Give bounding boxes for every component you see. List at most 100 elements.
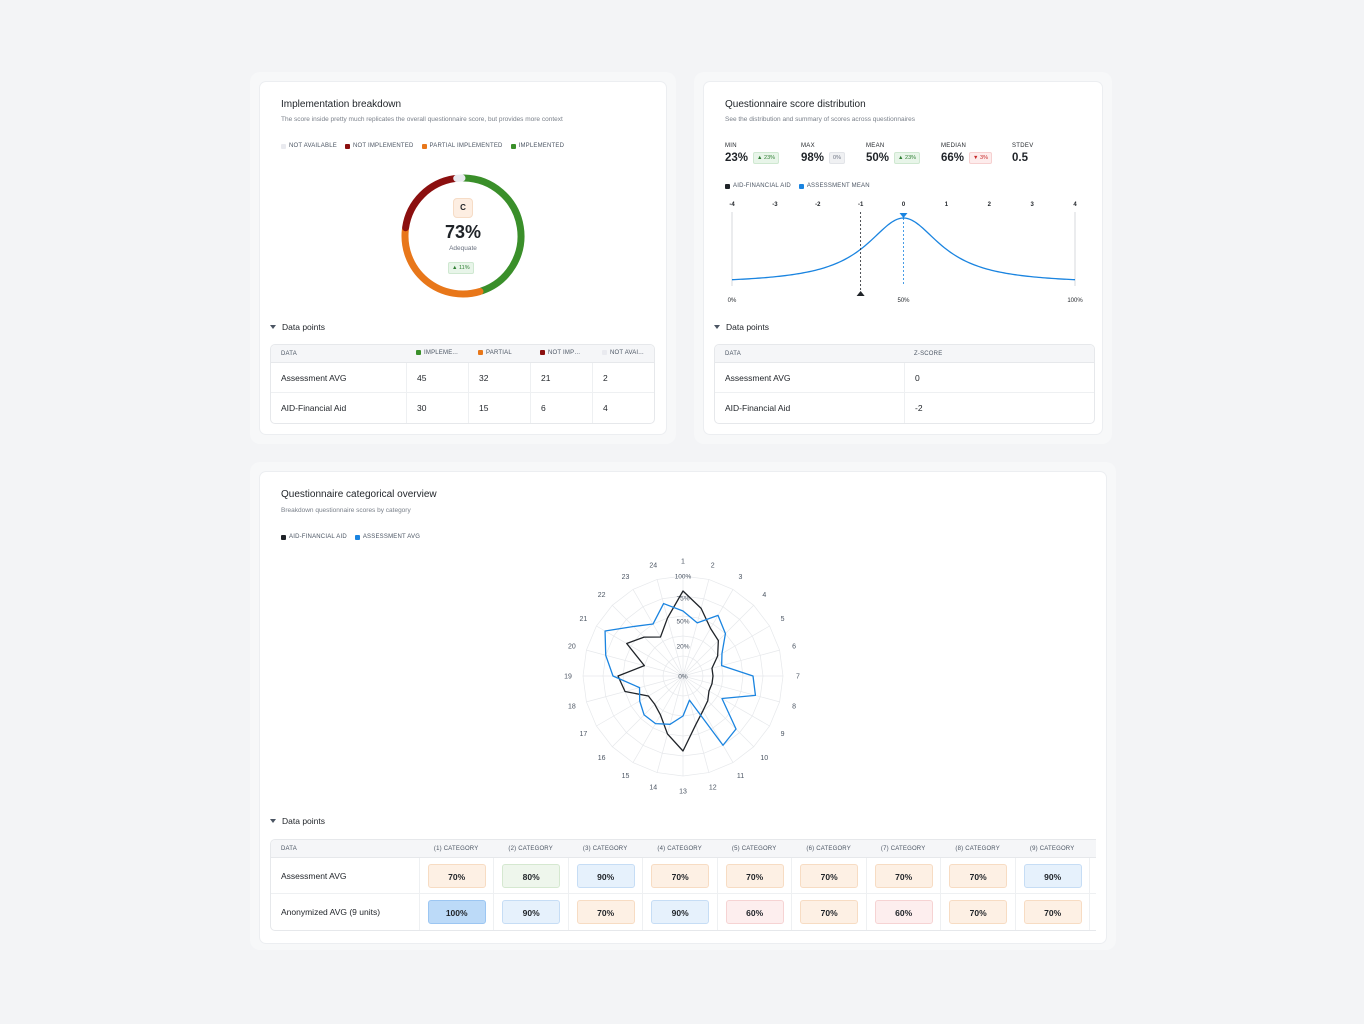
data-points-toggle[interactable]: Data points [270, 322, 325, 332]
radar-axis-label: 21 [580, 616, 588, 623]
z-tick-label: 2 [988, 202, 992, 208]
radar-axis-label: 16 [598, 755, 606, 762]
radar-series-assessment-avg [604, 602, 757, 746]
radar-axis-label: 15 [622, 773, 630, 780]
radar-axis-label: 14 [649, 785, 657, 792]
col-category: (3) CATEGORY [567, 840, 643, 858]
radar-axis-label: 3 [739, 574, 743, 581]
radar-axis-label: 24 [649, 562, 657, 569]
radar-axis-label: 8 [792, 703, 796, 710]
donut-segment-not-implemented [402, 175, 459, 232]
table-row: Assessment AVG 70% 80% 90% 70% 70% 70% 70% 70% 90… [271, 858, 1096, 894]
stat-stdev: STDEV 0.5 [1012, 143, 1034, 164]
table-row: AID-Financial Aid -2 [715, 393, 1094, 423]
percent-tick-label: 0% [728, 298, 737, 304]
category-table: DATA (1) CATEGORY (2) CATEGORY (3) CATEGORY… [270, 839, 1096, 931]
caret-down-icon [270, 819, 276, 823]
score-pill: 60% [874, 900, 933, 924]
radar-axis-label: 22 [598, 592, 606, 599]
radar-axis-label: 1 [681, 559, 685, 566]
score-pill: 90% [651, 900, 710, 924]
data-points-toggle[interactable]: Data points [714, 322, 769, 332]
radar-ring-label: 100% [675, 574, 692, 581]
legend-implemented: IMPLEMENTED [510, 143, 565, 149]
col-category: (10) CATEGORY [1089, 840, 1096, 858]
legend-aid-financial-aid: AID-FINANCIAL AID [281, 534, 347, 540]
stat-max: MAX 98% 0% [801, 143, 845, 164]
radar-axis-label: 2 [711, 562, 715, 569]
radar-axis-label: 18 [568, 703, 576, 710]
legend-not-implemented: NOT IMPLEMENTED [344, 143, 414, 149]
col-data: DATA [715, 345, 904, 363]
z-tick-label: 0 [902, 202, 906, 208]
score-label: Adequate [449, 245, 477, 252]
row-label: Anonymized AVG (9 units) [281, 907, 381, 917]
col-not-implemented: NOT IMPL... [530, 345, 592, 363]
score-pill: 90% [1023, 863, 1082, 888]
card-subtitle: See the distribution and summary of scor… [725, 116, 916, 123]
card-subtitle: Breakdown questionnaire scores by catego… [281, 507, 411, 514]
implementation-breakdown-card: Implementation breakdown The score insid… [260, 82, 666, 434]
breakdown-legend: NOT AVAILABLE NOT IMPLEMENTED PARTIAL IM… [281, 143, 564, 149]
legend-assessment-avg: ASSESSMENT AVG [354, 534, 420, 540]
score-pill: 70% [949, 900, 1008, 924]
radar-grid [582, 575, 784, 777]
stat-min: MIN 23% ▲ 23% [725, 143, 780, 164]
card-title: Questionnaire score distribution [725, 99, 866, 110]
radar-axis-label: 5 [781, 616, 785, 623]
mean-marker-icon [899, 213, 908, 218]
radar-axis-label: 23 [622, 574, 630, 581]
legend-not-available: NOT AVAILABLE [281, 143, 337, 149]
radar-axis-label: 10 [760, 755, 768, 762]
col-category: (4) CATEGORY [642, 840, 717, 858]
breakdown-table: DATA IMPLEME... PARTIAL NOT IMPL... NOT … [270, 344, 655, 424]
radar-axis-label: 6 [792, 644, 796, 651]
score-pill: 70% [1023, 900, 1082, 924]
z-tick-label: -2 [815, 202, 821, 208]
col-category: (2) CATEGORY [493, 840, 568, 858]
row-label: Assessment AVG [271, 858, 419, 894]
percent-tick-label: 50% [897, 298, 910, 304]
col-z-score: Z-SCORE [904, 345, 1094, 363]
distribution-table: DATA Z-SCORE Assessment AVG 0 AID-Financ… [714, 344, 1095, 424]
radar-axis-label: 11 [737, 773, 744, 780]
radar-axis-label: 17 [580, 731, 588, 738]
z-tick-label: -1 [858, 202, 864, 208]
score-pill: 90% [502, 900, 561, 924]
radar-axis-label: 19 [564, 674, 572, 681]
table-row: Anonymized AVG (9 units) 100% 90% 70% 90% 60%… [271, 894, 1096, 930]
donut-segment-partial [401, 226, 484, 298]
col-category: (8) CATEGORY [940, 840, 1015, 858]
score-delta-badge: ▲ 11% [448, 262, 474, 274]
z-tick-label: 4 [1073, 202, 1077, 208]
z-tick-label: 1 [945, 202, 949, 208]
col-category: (1) CATEGORY [418, 840, 494, 858]
score-pill: 70% [651, 863, 710, 888]
score-pill: 70% [874, 863, 933, 888]
card-title: Questionnaire categorical overview [281, 489, 437, 500]
stat-mean: MEAN 50% ▲ 23% [866, 143, 921, 164]
score-pill: 70% [800, 863, 859, 888]
grade-badge: C [453, 198, 473, 218]
radar-axis-label: 13 [679, 789, 687, 796]
overall-score: 73% [444, 222, 482, 242]
donut-segment-implemented [460, 174, 525, 295]
stat-median: MEDIAN 66% ▼ 3% [941, 143, 992, 164]
col-category: (6) CATEGORY [791, 840, 866, 858]
category-radar-chart: 1234567891011121314151617181920212223241… [564, 559, 800, 796]
score-pill: 70% [725, 863, 784, 888]
col-category: (5) CATEGORY [716, 840, 792, 858]
card-title: Implementation breakdown [281, 99, 402, 110]
data-points-toggle[interactable]: Data points [270, 816, 325, 826]
score-pill: 70% [949, 863, 1008, 888]
score-pill: 70% [427, 863, 486, 888]
z-tick-label: -4 [729, 202, 735, 208]
radar-axis-label: 12 [709, 785, 717, 792]
score-pill: 70% [800, 900, 859, 924]
category-table-scroll[interactable]: DATA (1) CATEGORY (2) CATEGORY (3) CATEGORY… [270, 839, 1096, 933]
radar-ring-label: 75% [676, 596, 689, 603]
table-row: Assessment AVG 45 32 21 2 [271, 363, 654, 393]
score-pill: 60% [725, 900, 784, 924]
score-pill: 90% [576, 863, 635, 888]
radar-axis-label: 7 [796, 674, 800, 681]
